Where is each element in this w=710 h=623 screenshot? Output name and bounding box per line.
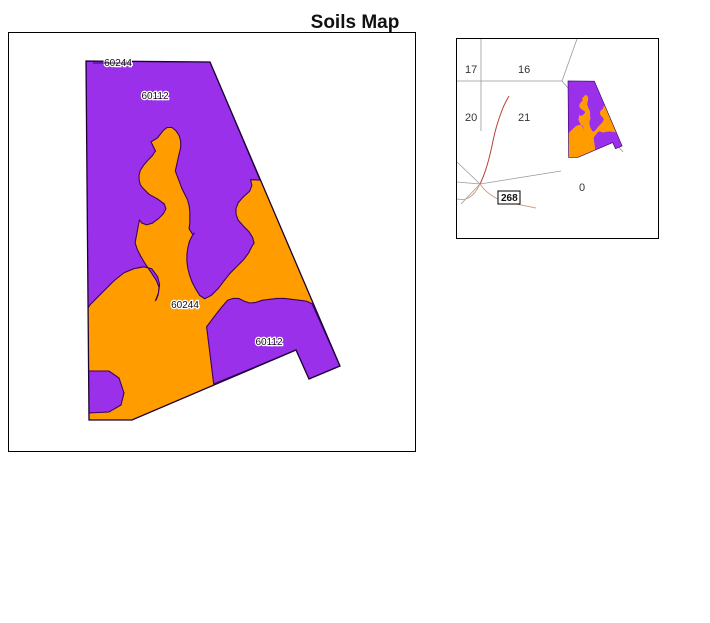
svg-text:21: 21 (518, 112, 530, 124)
svg-text:17: 17 (465, 64, 477, 76)
svg-text:268: 268 (501, 193, 518, 204)
svg-text:60112: 60112 (141, 91, 169, 102)
svg-text:20: 20 (465, 112, 477, 124)
svg-text:16: 16 (518, 64, 530, 76)
svg-text:60112: 60112 (255, 337, 283, 348)
svg-text:0: 0 (579, 182, 585, 194)
svg-text:60244: 60244 (171, 300, 199, 311)
svg-text:60244: 60244 (104, 58, 132, 69)
